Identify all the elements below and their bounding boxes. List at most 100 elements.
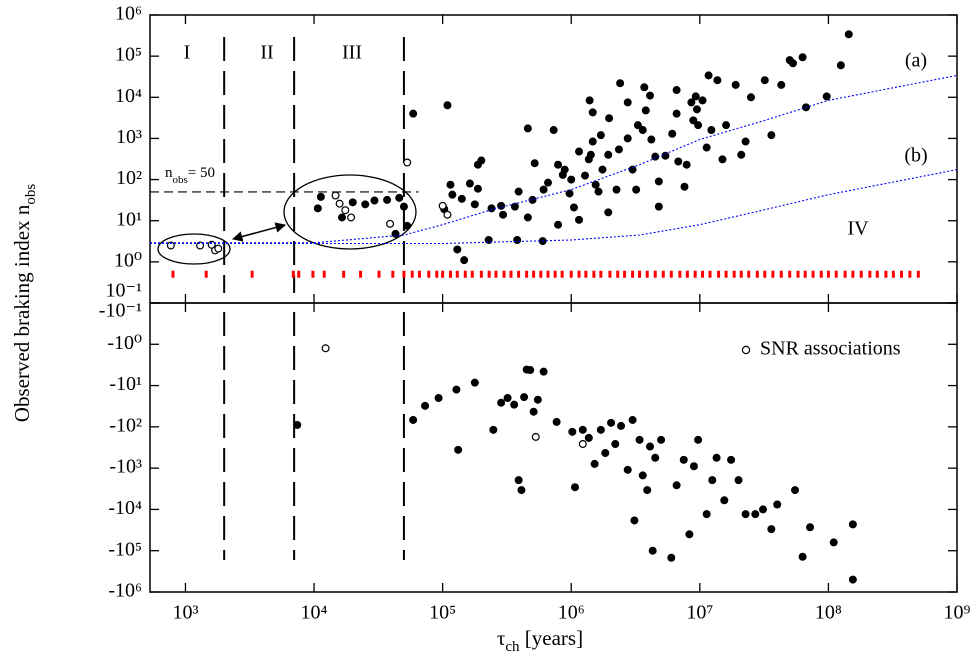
x-axis-title-part: ch (505, 639, 520, 655)
data-point (623, 465, 632, 474)
data-point (395, 193, 404, 202)
data-point (737, 150, 746, 159)
data-point (623, 134, 632, 143)
data-point (517, 486, 526, 495)
data-point (694, 121, 703, 130)
data-point (694, 435, 703, 444)
x-tick-label: 10⁵ (429, 602, 456, 624)
y-tick-label: 10⁶ (115, 3, 142, 25)
x-axis-title: τch [years] (497, 626, 583, 656)
data-point (581, 171, 590, 180)
snr-point (335, 199, 344, 208)
y-tick-label: -10⁻¹ (99, 300, 142, 322)
data-point (596, 131, 605, 140)
data-point (727, 455, 736, 464)
data-point (370, 196, 379, 205)
data-point (788, 59, 797, 68)
arrow (231, 222, 287, 242)
data-point (713, 76, 722, 85)
data-point (503, 393, 512, 402)
data-point (575, 215, 584, 224)
data-point (596, 425, 605, 434)
snr-point (347, 213, 356, 222)
data-point (798, 552, 807, 561)
data-point (630, 516, 639, 525)
group-ellipse (157, 233, 231, 265)
data-point (568, 427, 577, 436)
data-point (685, 530, 694, 539)
data-point (635, 435, 644, 444)
data-point (578, 425, 587, 434)
data-point (704, 71, 713, 80)
data-point (585, 96, 594, 105)
snr-point (578, 439, 587, 448)
data-point (604, 208, 613, 217)
snr-point (531, 432, 540, 441)
data-point (767, 525, 776, 534)
data-point (591, 180, 600, 189)
y-tick-label: -10⁴ (108, 497, 142, 519)
data-point (791, 486, 800, 495)
data-point (348, 198, 357, 207)
data-point (514, 187, 523, 196)
data-point (403, 221, 412, 230)
data-point (539, 367, 548, 376)
data-point (588, 137, 597, 146)
data-point (448, 190, 457, 199)
model-curve (150, 74, 958, 244)
reference-label-part: n (165, 165, 173, 181)
data-point (848, 520, 857, 529)
data-point (465, 179, 474, 188)
reference-label: nobs= 50 (165, 165, 215, 185)
data-point (848, 575, 857, 584)
snr-point (321, 344, 330, 353)
data-point (672, 109, 681, 118)
data-point (638, 471, 647, 480)
data-point (702, 510, 711, 519)
data-point (586, 150, 595, 159)
snr-point (331, 191, 340, 200)
y-tick-label: -10² (109, 414, 142, 436)
data-point (529, 407, 538, 416)
data-point (623, 98, 632, 107)
x-tick-label: 10⁶ (558, 602, 585, 624)
data-point (313, 204, 322, 213)
data-point (689, 462, 698, 471)
data-point (316, 192, 325, 201)
data-point (434, 393, 443, 402)
data-point (632, 185, 641, 194)
data-point (460, 256, 469, 265)
data-point (560, 165, 569, 174)
data-point (647, 135, 656, 144)
y-axis-title: Observed braking index nobs (10, 184, 40, 423)
y-tick-label: -10⁰ (107, 332, 142, 354)
y-tick-label: -10⁵ (108, 538, 142, 560)
data-point (293, 420, 302, 429)
data-point (520, 393, 529, 402)
data-point (514, 476, 523, 485)
data-point (692, 105, 701, 114)
model-curve (150, 169, 958, 245)
x-tick-label: 10⁴ (301, 602, 328, 624)
data-point (473, 160, 482, 169)
reference-label-part: obs (173, 173, 188, 185)
x-axis-title-part: [years] (520, 626, 584, 650)
data-point (651, 453, 660, 462)
data-point (607, 418, 616, 427)
data-point (575, 147, 584, 156)
data-point (523, 213, 532, 222)
snr-point (403, 158, 412, 167)
region-label: I (184, 42, 191, 64)
data-point (584, 433, 593, 442)
legend-symbol (741, 345, 751, 355)
data-point (691, 92, 700, 101)
y-tick-label: 10⁰ (114, 249, 142, 271)
region-label: III (342, 42, 362, 64)
data-point (554, 160, 563, 169)
data-point (680, 182, 689, 191)
y-tick-label: 10⁵ (115, 44, 142, 66)
data-point (722, 121, 731, 130)
plot-frame (149, 302, 958, 593)
data-point (741, 510, 750, 519)
